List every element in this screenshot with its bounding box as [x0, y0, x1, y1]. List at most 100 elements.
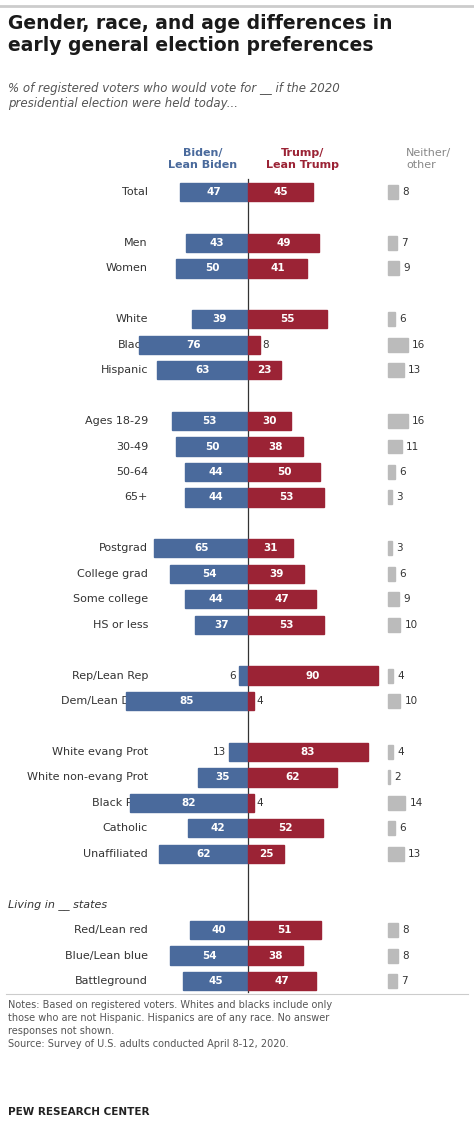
- Text: Gender, race, and age differences in
early general election preferences: Gender, race, and age differences in ear…: [8, 14, 392, 55]
- Bar: [248, 666, 378, 685]
- Text: 35: 35: [216, 772, 230, 782]
- Text: 23: 23: [257, 365, 272, 375]
- Bar: [248, 335, 260, 353]
- Text: Living in __ states: Living in __ states: [8, 899, 107, 910]
- Bar: [248, 310, 327, 329]
- Text: 76: 76: [186, 340, 201, 350]
- Bar: [248, 488, 324, 507]
- Bar: [195, 615, 248, 633]
- Text: 31: 31: [263, 543, 278, 553]
- Text: Some college: Some college: [73, 594, 148, 604]
- Bar: [172, 412, 248, 430]
- Text: 13: 13: [408, 849, 421, 859]
- Text: 30: 30: [262, 417, 277, 426]
- Bar: [248, 234, 319, 252]
- Text: 53: 53: [279, 492, 293, 502]
- Text: 13: 13: [213, 747, 226, 756]
- Bar: [248, 768, 337, 787]
- Text: 8: 8: [402, 925, 409, 935]
- Text: 47: 47: [274, 594, 289, 604]
- Bar: [185, 488, 248, 507]
- Bar: [388, 338, 408, 351]
- Text: 65: 65: [194, 543, 209, 553]
- Text: 83: 83: [301, 747, 315, 756]
- Bar: [248, 615, 324, 633]
- Text: 50: 50: [277, 467, 291, 476]
- Text: Red/Lean red: Red/Lean red: [74, 925, 148, 935]
- Text: Dem/Lean Dem: Dem/Lean Dem: [61, 697, 148, 706]
- Text: 13: 13: [408, 365, 421, 375]
- Text: Unaffiliated: Unaffiliated: [83, 849, 148, 859]
- Text: 53: 53: [279, 620, 293, 630]
- Bar: [186, 234, 248, 252]
- Bar: [248, 794, 254, 812]
- Text: 47: 47: [207, 187, 221, 196]
- Text: Biden/
Lean Biden: Biden/ Lean Biden: [168, 148, 237, 169]
- Text: 16: 16: [412, 417, 425, 426]
- Bar: [157, 361, 248, 379]
- Text: Men: Men: [124, 238, 148, 248]
- Text: Postgrad: Postgrad: [99, 543, 148, 553]
- Bar: [248, 564, 304, 583]
- Bar: [248, 540, 292, 558]
- Text: 54: 54: [202, 569, 217, 579]
- Bar: [159, 844, 248, 863]
- Text: 10: 10: [404, 620, 418, 630]
- Text: % of registered voters who would vote for __ if the 2020
presidential election w: % of registered voters who would vote fo…: [8, 82, 340, 110]
- Text: 62: 62: [196, 849, 210, 859]
- Text: 6: 6: [400, 569, 406, 579]
- Text: 6: 6: [230, 671, 237, 681]
- Bar: [388, 313, 395, 326]
- Text: 63: 63: [195, 365, 210, 375]
- Text: 38: 38: [268, 951, 283, 961]
- Bar: [185, 590, 248, 609]
- Bar: [248, 743, 367, 761]
- Bar: [388, 262, 399, 275]
- Bar: [248, 692, 254, 710]
- Bar: [388, 948, 398, 963]
- Bar: [388, 465, 395, 479]
- Text: Ages 18-29: Ages 18-29: [85, 417, 148, 426]
- Bar: [180, 183, 248, 201]
- Bar: [155, 540, 248, 558]
- Bar: [248, 437, 303, 456]
- Text: Battleground: Battleground: [75, 975, 148, 986]
- Text: Hispanic: Hispanic: [100, 365, 148, 375]
- Bar: [388, 490, 392, 505]
- Text: 7: 7: [401, 975, 407, 986]
- Text: 6: 6: [400, 467, 406, 476]
- Text: 54: 54: [202, 951, 217, 961]
- Text: 44: 44: [209, 467, 224, 476]
- Bar: [388, 364, 404, 377]
- Text: 16: 16: [412, 340, 425, 350]
- Text: 10: 10: [404, 697, 418, 706]
- Text: 2: 2: [394, 772, 401, 782]
- Text: 30-49: 30-49: [116, 441, 148, 452]
- Bar: [248, 260, 307, 278]
- Text: 40: 40: [212, 925, 227, 935]
- Text: those who are not Hispanic. Hispanics are of any race. No answer: those who are not Hispanic. Hispanics ar…: [8, 1013, 329, 1023]
- Text: 44: 44: [209, 594, 224, 604]
- Text: 4: 4: [397, 671, 404, 681]
- Text: 52: 52: [278, 823, 292, 833]
- Text: Neither/
other: Neither/ other: [406, 148, 451, 169]
- Text: 11: 11: [406, 441, 419, 452]
- Text: White evang Prot: White evang Prot: [52, 747, 148, 756]
- Bar: [248, 361, 281, 379]
- Text: 4: 4: [397, 747, 404, 756]
- Text: 50: 50: [205, 441, 219, 452]
- Text: 4: 4: [257, 798, 264, 808]
- Text: 39: 39: [213, 314, 227, 324]
- Bar: [130, 794, 248, 812]
- Bar: [138, 335, 248, 353]
- Bar: [248, 412, 291, 430]
- Text: PEW RESEARCH CENTER: PEW RESEARCH CENTER: [8, 1108, 149, 1117]
- Text: 8: 8: [263, 340, 269, 350]
- Text: 53: 53: [202, 417, 217, 426]
- Bar: [388, 694, 401, 708]
- Bar: [388, 821, 395, 835]
- Text: 6: 6: [400, 314, 406, 324]
- Bar: [388, 796, 405, 809]
- Bar: [229, 743, 248, 761]
- Text: 45: 45: [208, 975, 223, 986]
